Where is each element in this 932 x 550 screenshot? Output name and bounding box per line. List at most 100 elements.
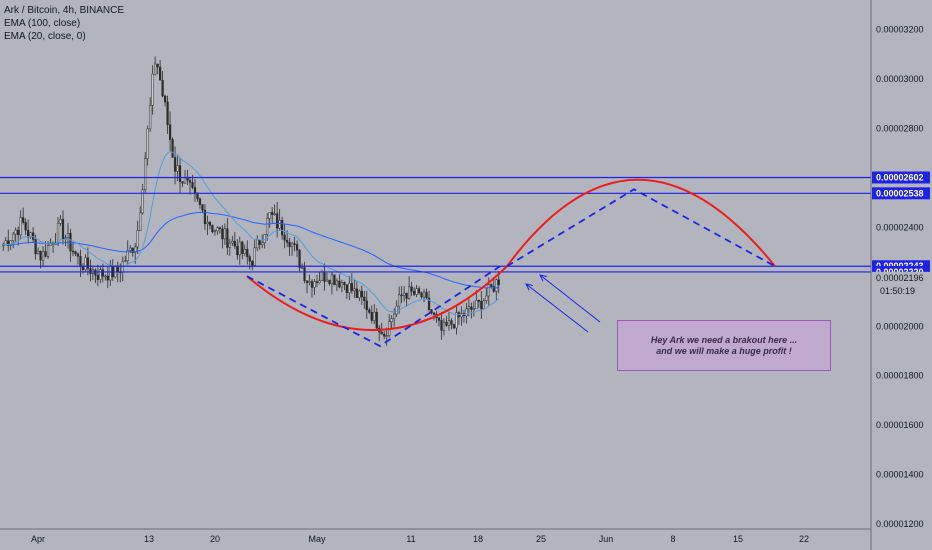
candle-body (460, 313, 463, 318)
legend-ema-100: EMA (100, close) (4, 18, 81, 29)
candle-body (310, 281, 314, 288)
candle-body (173, 157, 177, 172)
price-tick-label: 0.00003200 (876, 25, 924, 35)
candle-body (417, 288, 421, 294)
candle-body (350, 283, 353, 292)
candle-body (238, 241, 241, 256)
candle-body (134, 246, 137, 253)
candle-body (330, 274, 334, 284)
projection-zigzag[interactable] (506, 188, 776, 268)
candle-body (208, 221, 212, 226)
level-price-label: 0.00002602 (876, 172, 924, 182)
candle-body (126, 250, 129, 261)
candle-body (226, 228, 229, 248)
candle-body (465, 308, 468, 317)
candle-body (84, 257, 87, 271)
projection-arc[interactable] (506, 178, 776, 267)
candle-body (325, 279, 329, 282)
annotation-line-2: and we will make a huge profit ! (656, 345, 792, 356)
candle-body (315, 281, 319, 284)
price-tick-label: 0.00002000 (876, 321, 924, 331)
candle-body (455, 312, 458, 329)
candle-body (497, 279, 500, 285)
candle-body (380, 331, 383, 335)
candle-body (203, 209, 207, 224)
candle-body (400, 294, 403, 297)
candle-body (144, 158, 147, 191)
candle-body (485, 295, 488, 302)
drawings-layer (246, 178, 776, 348)
candle-body (171, 139, 174, 158)
candle-body (373, 311, 376, 321)
time-tick-label: Apr (31, 534, 45, 544)
candle-body (89, 268, 92, 274)
candle-body (266, 218, 269, 235)
candle-body (161, 79, 164, 97)
candle-body (335, 280, 339, 286)
candle-body (206, 221, 209, 224)
candle-body (158, 66, 162, 81)
annotation-note[interactable]: Hey Ark we need a brakout here ... and w… (617, 320, 831, 371)
candle-body (218, 227, 221, 229)
candle-body (256, 239, 259, 249)
candle-body (440, 320, 443, 331)
candle-body (241, 241, 244, 254)
price-axis[interactable]: 0.00003200 0.00003000 0.00002800 0.00002400… (870, 0, 924, 550)
candle-body (447, 320, 451, 326)
arrow-head (539, 274, 547, 282)
candle-body (390, 318, 393, 322)
candle-body (273, 213, 276, 216)
candle-body (228, 242, 231, 248)
cup-zigzag[interactable] (246, 265, 501, 348)
candle-body (313, 281, 316, 288)
candle-body (64, 237, 67, 240)
candle-body (41, 251, 45, 261)
countdown-tag (872, 284, 930, 297)
candle-body (420, 292, 423, 298)
breakout-arrow[interactable] (525, 283, 589, 333)
candle-body (495, 279, 498, 292)
candle-body (139, 212, 142, 231)
candle-body (353, 288, 356, 292)
candle-body (308, 281, 311, 283)
candle-body (276, 213, 279, 229)
candle-body (271, 212, 274, 215)
candle-body (181, 181, 184, 184)
ema-20-line (3, 151, 500, 316)
candle-body (445, 321, 448, 326)
candle-body (281, 220, 284, 236)
candle-body (253, 247, 256, 266)
candle-body (131, 247, 134, 253)
breakout-arrow[interactable] (539, 274, 601, 323)
candle-body (201, 204, 204, 211)
candle-body (9, 240, 12, 246)
candle-body (338, 280, 341, 288)
candle-body (365, 300, 368, 311)
time-axis[interactable]: Apr 13 20 May 11 18 25 Jun 8 15 22 (0, 528, 871, 544)
candle-body (480, 300, 483, 310)
candle-body (7, 240, 10, 246)
candle-body (290, 243, 294, 248)
candle-body (251, 261, 254, 266)
price-tick-label: 0.00002800 (876, 124, 924, 134)
candle-body (283, 234, 286, 241)
candle-body (477, 300, 480, 302)
candle-body (106, 275, 109, 281)
candle-body (300, 267, 304, 269)
candle-body (358, 290, 361, 299)
candle-body (96, 274, 99, 280)
countdown-label: 01:50:19 (880, 286, 915, 296)
candle-body (298, 249, 301, 268)
candle-body (14, 229, 17, 235)
candle-body (487, 284, 490, 297)
cup-arc[interactable] (246, 265, 508, 331)
candle-body (305, 280, 309, 283)
candle-body (243, 249, 246, 254)
time-tick-label: 22 (799, 534, 809, 544)
time-tick-label: 8 (670, 534, 675, 544)
candle-body (475, 300, 478, 309)
candle-body (178, 165, 182, 182)
candle-body (323, 271, 326, 282)
ema-layer (3, 151, 500, 316)
